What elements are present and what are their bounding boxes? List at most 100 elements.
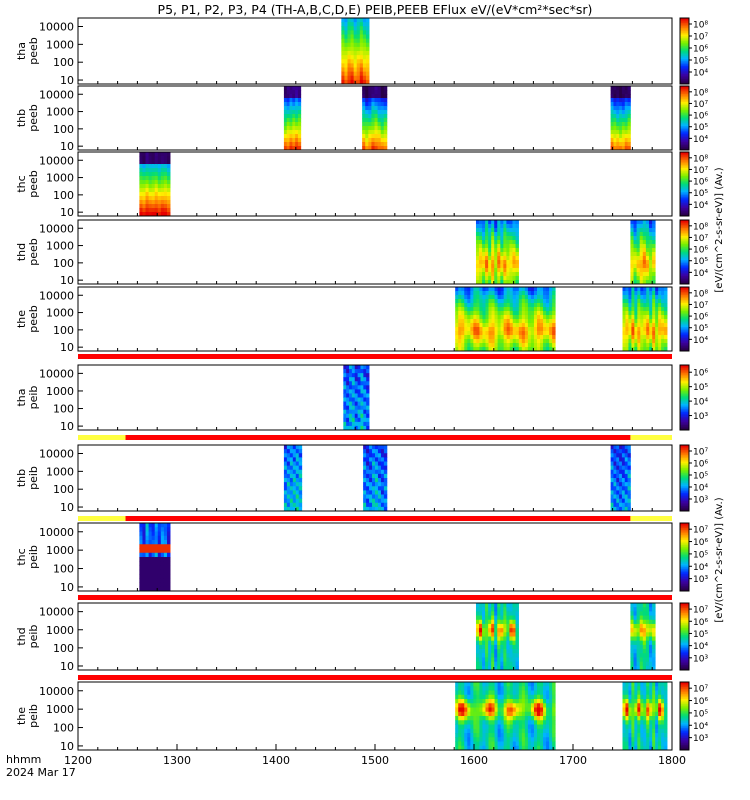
heatmap-cell [488,232,492,237]
heatmap-cell [500,256,504,261]
heatmap-cell [533,716,538,721]
heatmap-cell [512,703,517,708]
heatmap-cell [494,256,498,261]
colorbar-swatch [680,86,689,89]
heatmap-cell [491,607,495,612]
heatmap-cell [652,236,656,241]
heatmap-cell [362,146,366,151]
heatmap-cell [160,180,165,185]
colorbar-swatch [680,445,689,448]
heatmap-cell [552,291,556,296]
heatmap-cell [619,106,623,111]
colorbar-swatch [680,127,689,130]
heatmap-cell [636,224,641,229]
heatmap-cell [643,741,647,747]
heatmap-cell [648,619,653,625]
heatmap-cell [491,690,495,696]
colorbar-tick-label: 10⁵ [693,383,708,393]
colorbar-swatch [680,135,689,138]
heatmap-cell [371,134,375,139]
heatmap-cell [482,703,486,708]
heatmap-cell [157,561,162,566]
heatmap-cell [639,256,644,261]
heatmap-cell [353,34,358,40]
heatmap-cell [631,315,635,320]
heatmap-cell [645,268,650,273]
heatmap-cell [476,311,480,316]
heatmap-cell [286,142,290,147]
colorbar-swatch [680,705,689,708]
heatmap-cell [530,728,535,734]
heatmap-cell [455,741,459,747]
heatmap-cell [482,720,486,725]
heatmap-cell [154,196,159,201]
heatmap-cell [503,280,507,285]
y-tick-label: 1000 [46,624,74,637]
heatmap-cell [283,506,288,512]
heatmap-cell [142,180,146,185]
colorbar-swatch [680,562,689,565]
heatmap-cell [461,682,465,687]
heatmap-cell [482,319,486,324]
heatmap-cell [350,75,355,81]
heatmap-cell [509,252,513,257]
heatmap-cell [512,335,517,340]
heatmap-cell [646,690,650,696]
heatmap-cell [479,228,483,233]
heatmap-cell [642,619,647,625]
colorbar-tick-label: 10³ [693,496,708,506]
heatmap-cell [537,339,541,344]
colorbar-swatch [680,187,689,190]
heatmap-cell [464,686,468,691]
heatmap-cell [488,603,492,608]
heatmap-cell [552,343,556,348]
heatmap-cell [655,716,659,721]
heatmap-cell [365,51,370,56]
colorbar-swatch [680,451,689,454]
heatmap-cell [512,741,517,747]
heatmap-cell [464,682,468,687]
heatmap-cell [621,94,626,99]
heatmap-cell [458,724,462,730]
heatmap-cell [645,220,650,225]
heatmap-cell [479,224,483,229]
panel-probe-label: thc [15,175,28,192]
heatmap-cell [633,644,637,650]
heatmap-cell [506,611,510,616]
heatmap-cell [479,623,483,629]
heatmap-cell [494,311,499,316]
heatmap-cell [475,240,480,245]
colorbar-swatch [680,634,689,637]
heatmap-cell [167,561,171,566]
heatmap-cell [537,295,541,300]
heatmap-cell [645,280,650,285]
colorbar-swatch [680,163,689,166]
y-tick-label: 1000 [46,703,74,716]
colorbar-swatch [680,464,689,467]
heatmap-cell [485,657,489,663]
heatmap-cell [634,699,638,704]
heatmap-cell [506,724,511,730]
heatmap-cell [167,523,171,528]
heatmap-cell [503,256,507,261]
heatmap-cell [648,661,653,667]
heatmap-cell [283,502,288,508]
heatmap-cell [491,644,495,650]
heatmap-cell [497,291,502,296]
heatmap-cell [286,490,291,495]
heatmap-cell [616,110,620,115]
heatmap-cell [506,619,510,625]
heatmap-cell [458,331,462,336]
heatmap-cell [497,657,501,663]
heatmap-cell [521,311,526,316]
heatmap-cell [142,527,146,532]
heatmap-cell [475,276,480,281]
heatmap-cell [549,327,553,332]
heatmap-cell [473,307,477,312]
heatmap-cell [295,457,300,462]
heatmap-cell [368,118,372,123]
heatmap-cell [476,339,480,344]
heatmap-cell [383,126,388,131]
heatmap-cell [634,716,638,721]
heatmap-cell [515,260,519,265]
